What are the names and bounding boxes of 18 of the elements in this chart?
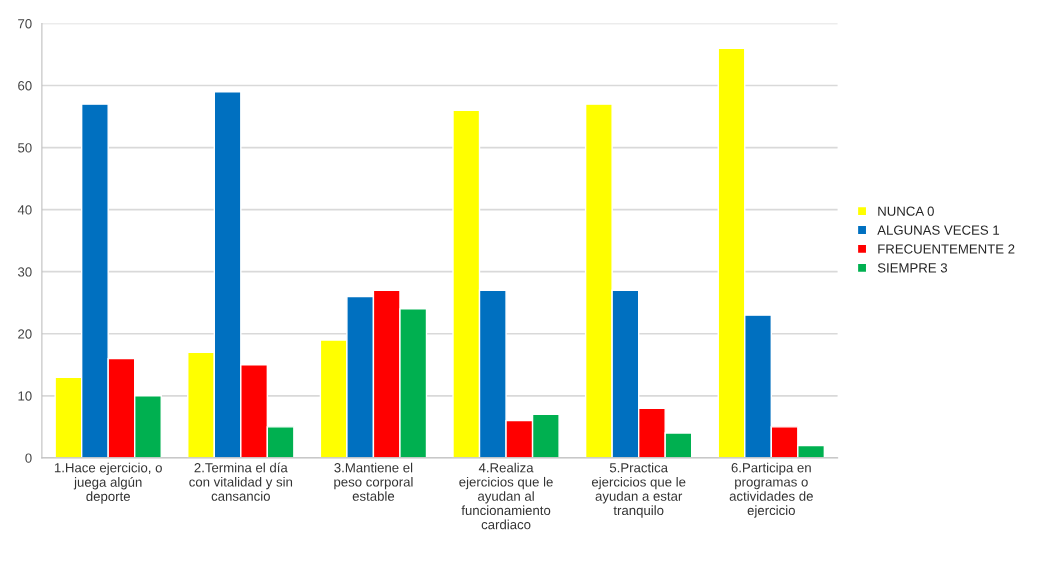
y-tick-label: 20 xyxy=(18,329,32,339)
y-tick-label: 70 xyxy=(18,19,32,29)
legend-label: NUNCA 0 xyxy=(878,206,934,216)
legend-label: FRECUENTEMENTE 2 xyxy=(878,244,1015,254)
x-tick-label: 1.Hace ejercicio, o juega algún deporte xyxy=(54,462,162,504)
y-tick-label: 40 xyxy=(17,205,32,215)
x-tick-label: 3.Mantiene el peso corporal estable xyxy=(334,462,413,501)
x-tick-label: 4.Realiza ejercicios que le ayudan al funcionamiento cardiaco xyxy=(459,462,553,530)
legend-label: SIEMPRE 3 xyxy=(877,263,948,273)
y-tick-label: 0 xyxy=(25,453,32,463)
legend-label: ALGUNAS VECES 1 xyxy=(877,225,1000,235)
y-tick-label: 50 xyxy=(18,143,32,153)
y-tick-label: 10 xyxy=(18,391,32,401)
x-tick-label: 5.Practica ejercicios que le ayudan a estar tranquilo xyxy=(591,462,686,518)
x-tick-label: 6.Participa en programas o actividades de ejercicio xyxy=(729,462,813,518)
y-tick-label: 30 xyxy=(17,267,32,277)
x-tick-label: 2.Termina el día con vitalidad y sin cansancio xyxy=(189,462,293,501)
y-tick-label: 60 xyxy=(18,81,32,91)
